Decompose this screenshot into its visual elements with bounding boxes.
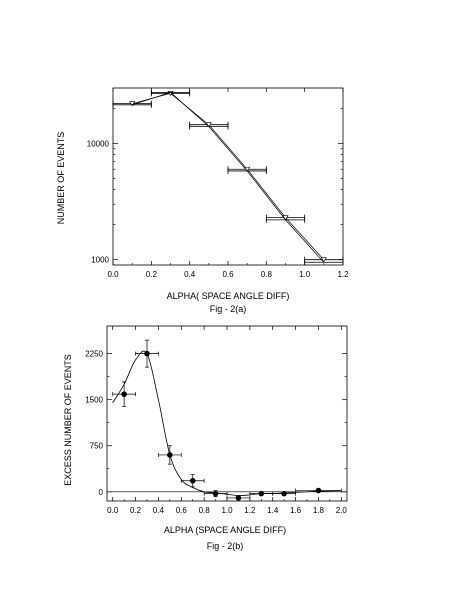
chart-b-xtick-label: 1.2 bbox=[244, 506, 256, 515]
chart-b-xtick-label: 1.4 bbox=[267, 506, 279, 515]
chart-a-series-line bbox=[132, 92, 325, 263]
chart-b-xtick-label: 0.4 bbox=[153, 506, 165, 515]
chart-b-data-point bbox=[281, 490, 287, 497]
chart-a-frame bbox=[112, 87, 344, 266]
chart-b-ytick-label: 0 bbox=[99, 488, 104, 497]
chart-a-point-marker bbox=[205, 122, 212, 128]
chart-a-xlabel: ALPHA( SPACE ANGLE DIFF) bbox=[167, 291, 290, 301]
chart-b-data-point bbox=[144, 350, 150, 357]
chart-b-ytick-label: 2250 bbox=[85, 350, 103, 359]
chart-a-caption: Fig - 2(a) bbox=[210, 304, 247, 314]
chart-b-xtick-label: 1.6 bbox=[290, 506, 302, 515]
chart-b-caption: Fig - 2(b) bbox=[207, 541, 244, 551]
chart-b-xtick-label: 0.6 bbox=[176, 506, 188, 515]
chart-b-data-point bbox=[121, 391, 127, 397]
chart-a-xtick-label: 1.2 bbox=[337, 270, 349, 279]
chart-fig-2b: EXCESS NUMBER OF EVENTS ALPHA (SPACE ANG… bbox=[63, 325, 348, 551]
chart-a-xtick-label: 0.4 bbox=[184, 270, 196, 279]
chart-a-xtick-label: 0.0 bbox=[107, 270, 119, 279]
chart-a-point-marker bbox=[282, 215, 289, 221]
chart-b-xtick-label: 0.2 bbox=[130, 506, 142, 515]
chart-a-point-marker bbox=[129, 101, 136, 107]
chart-a-xtick-label: 0.6 bbox=[222, 270, 234, 279]
chart-b-data-point bbox=[235, 495, 242, 501]
chart-b-data-point bbox=[189, 477, 196, 484]
chart-b-xtick-label: 2.0 bbox=[336, 506, 348, 515]
chart-b-data-point bbox=[167, 452, 173, 458]
chart-a-xtick-label: 1.0 bbox=[299, 270, 311, 279]
chart-b-data-point bbox=[258, 490, 265, 497]
chart-a-ytick-label: 10000 bbox=[87, 139, 110, 148]
chart-b-ytick-label: 1500 bbox=[85, 396, 103, 405]
chart-fig-2a: NUMBER OF EVENTS ALPHA( SPACE ANGLE DIFF… bbox=[56, 87, 349, 314]
chart-a-series-line bbox=[132, 92, 325, 260]
chart-b-ylabel: EXCESS NUMBER OF EVENTS bbox=[63, 354, 73, 486]
chart-b-xtick-label: 1.0 bbox=[221, 506, 233, 515]
chart-b-ytick-label: 750 bbox=[90, 442, 104, 451]
chart-a-ytick-label: 1000 bbox=[91, 256, 109, 265]
chart-b-xtick-label: 1.8 bbox=[313, 506, 325, 515]
chart-a-xtick-label: 0.2 bbox=[146, 270, 158, 279]
chart-b-fit-curve bbox=[112, 350, 342, 496]
chart-b-frame bbox=[106, 325, 348, 502]
chart-a-xtick-label: 0.8 bbox=[261, 270, 273, 279]
chart-b-xtick-label: 0.0 bbox=[107, 506, 119, 515]
chart-a-ylabel: NUMBER OF EVENTS bbox=[56, 132, 66, 225]
chart-b-data-point bbox=[212, 490, 219, 497]
chart-a-point-marker bbox=[320, 257, 327, 263]
chart-b-xlabel: ALPHA (SPACE ANGLE DIFF) bbox=[164, 525, 286, 535]
chart-b-xtick-label: 0.8 bbox=[199, 506, 211, 515]
chart-b-data-point bbox=[315, 487, 322, 494]
